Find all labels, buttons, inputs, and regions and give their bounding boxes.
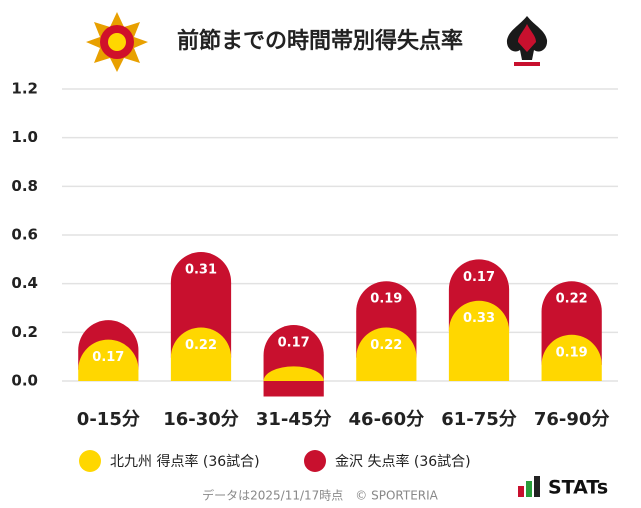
- x-tick-label: 0-15分: [77, 409, 140, 430]
- y-tick-label: 1.0: [11, 128, 38, 146]
- home-logo: [86, 12, 148, 72]
- stats-logo: [518, 476, 540, 497]
- footnote: データは2025/11/17時点 © SPORTERIA: [202, 488, 439, 503]
- legend-label: 北九州 得点率 (36試合): [110, 453, 260, 470]
- legend-swatch: [79, 450, 101, 472]
- data-label: 0.19: [370, 292, 402, 307]
- y-tick-label: 0.2: [11, 323, 38, 341]
- data-label: 0.17: [463, 270, 495, 285]
- data-label: 0.17: [92, 350, 124, 365]
- data-label: 0.17: [278, 336, 310, 351]
- y-tick-label: 0.0: [11, 372, 38, 390]
- data-label: 0.19: [556, 345, 588, 360]
- x-tick-label: 76-90分: [534, 409, 610, 430]
- chart-title: 前節までの時間帯別得失点率: [177, 28, 463, 54]
- y-tick-label: 0.8: [11, 177, 38, 195]
- y-tick-label: 1.2: [11, 80, 38, 98]
- x-tick-label: 61-75分: [441, 409, 517, 430]
- y-tick-label: 0.6: [11, 226, 38, 244]
- legend-label: 金沢 失点率 (36試合): [335, 453, 471, 470]
- data-label: 0.22: [556, 292, 588, 307]
- x-tick-label: 31-45分: [256, 409, 332, 430]
- data-label: 0.22: [370, 338, 402, 353]
- data-label: 0.31: [185, 263, 217, 278]
- y-tick-label: 0.4: [11, 274, 38, 292]
- x-tick-label: 46-60分: [349, 409, 425, 430]
- x-tick-label: 16-30分: [163, 409, 239, 430]
- away-logo: [507, 16, 547, 66]
- data-label: 0.22: [185, 338, 217, 353]
- brand: STATs: [548, 477, 608, 499]
- legend-swatch: [304, 450, 326, 472]
- data-label: 0.33: [463, 311, 495, 326]
